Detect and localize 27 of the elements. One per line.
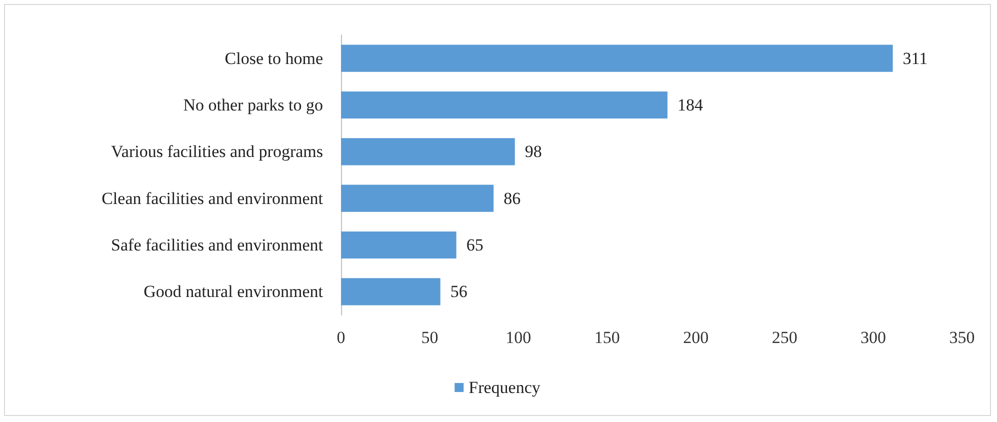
data-label: 98 [524,142,542,162]
bar [341,91,668,119]
y-tick-label: No other parks to go [183,96,323,114]
x-tick-label: 350 [949,328,975,347]
x-tick-label: 50 [421,328,438,347]
bar [341,44,893,72]
y-tick-label: Various facilities and programs [111,142,323,162]
data-label: 311 [902,48,928,68]
x-tick-label: 300 [860,328,886,347]
data-label: 65 [466,236,484,254]
data-label: 86 [504,188,521,208]
data-label: 56 [450,282,468,302]
legend-label: Frequency [468,378,541,397]
y-tick-label: Good natural environment [144,282,324,302]
x-tick-label: 100 [506,328,532,347]
x-tick-label: 200 [683,328,709,347]
bar [341,231,456,259]
bar [341,184,494,212]
y-tick-label: Close to home [224,48,323,68]
bar [341,138,515,166]
data-label: 184 [677,96,704,114]
x-tick-label: 0 [336,328,346,347]
y-tick-label: Clean facilities and environment [102,188,324,208]
bar [341,278,440,306]
x-tick-label: 150 [594,328,620,347]
y-tick-label: Safe facilities and environment [111,236,324,254]
x-tick-label: 250 [772,328,798,347]
